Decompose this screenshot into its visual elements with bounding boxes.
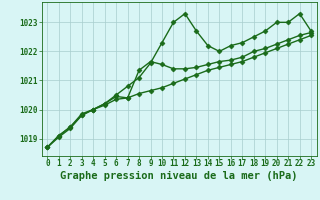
X-axis label: Graphe pression niveau de la mer (hPa): Graphe pression niveau de la mer (hPa) — [60, 171, 298, 181]
